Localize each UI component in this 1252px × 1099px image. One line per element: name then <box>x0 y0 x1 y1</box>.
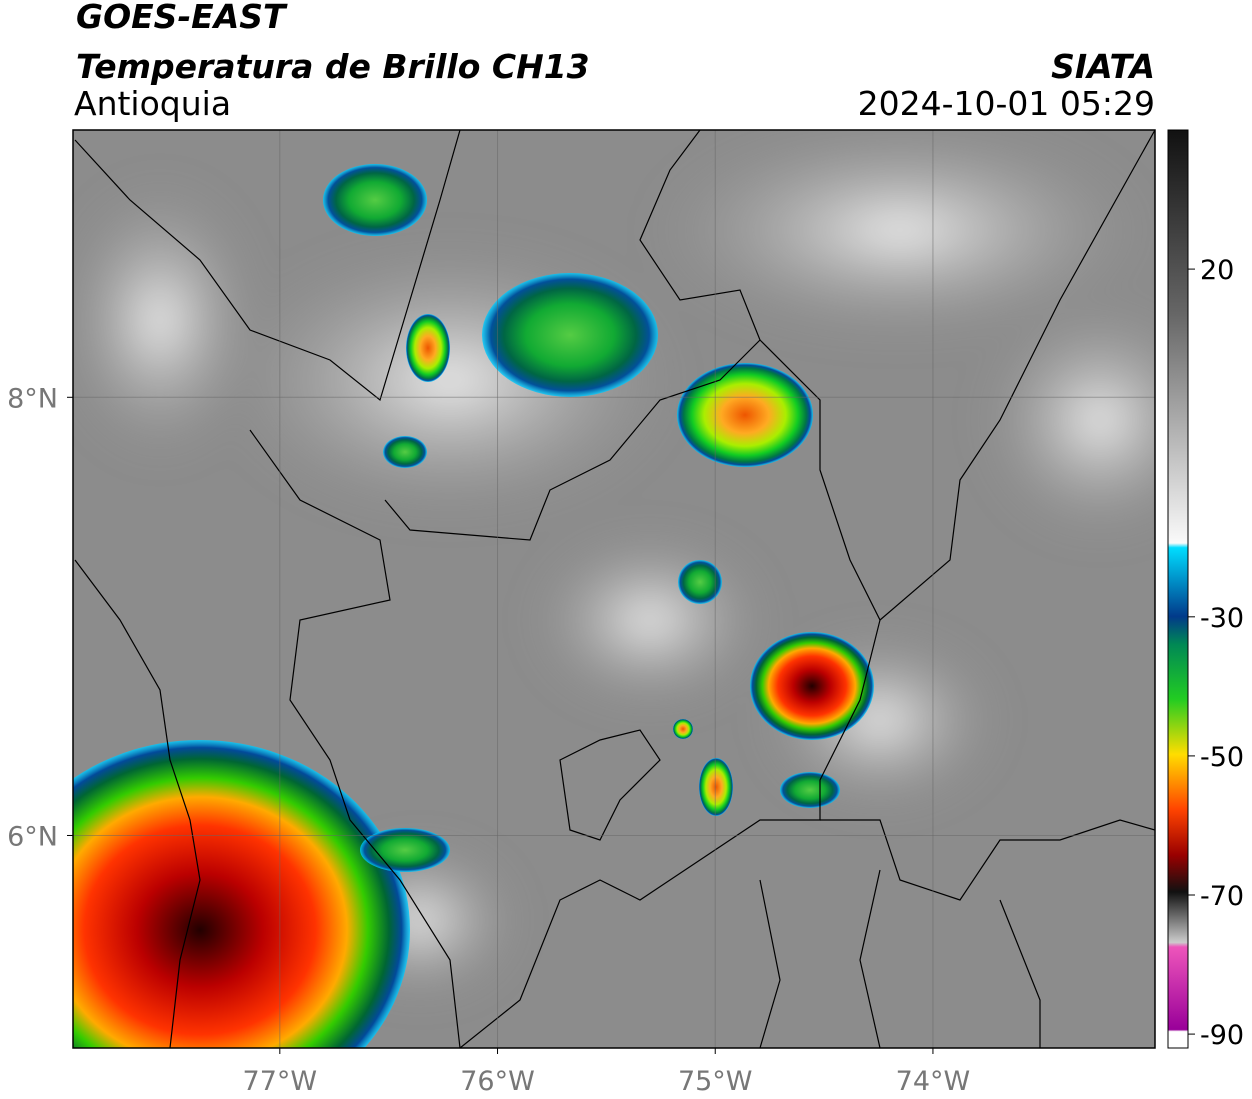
borders <box>74 130 1155 1048</box>
product: Temperatura de Brillo CH13 <box>76 47 590 86</box>
colorbar-tick-label: 20 <box>1200 255 1234 286</box>
agency: SIATA <box>1051 47 1155 86</box>
colorbar-tick-label: -50 <box>1200 742 1244 773</box>
storm-cell <box>406 314 450 382</box>
convective-cell <box>673 719 693 739</box>
storm-cell <box>677 363 813 467</box>
region: Antioquia <box>74 84 231 123</box>
map-frame <box>72 129 1156 1049</box>
lon-tick-label: 77°W <box>243 1066 318 1097</box>
colorbar-tick-label: -90 <box>1200 1020 1244 1051</box>
timestamp: 2024-10-01 05:29 <box>858 84 1155 123</box>
map-imagery <box>73 130 1155 1048</box>
lon-tick-label: 76°W <box>460 1066 535 1097</box>
satellite: GOES-EAST <box>76 0 288 36</box>
convective-cell <box>360 828 450 872</box>
lon-tick-label: 75°W <box>678 1066 753 1097</box>
lat-tick-label: 8°N <box>7 383 58 414</box>
lat-tick-label: 6°N <box>7 821 58 852</box>
colorbar-tick-label: -30 <box>1200 603 1244 634</box>
convective-cell <box>699 758 733 816</box>
convective-cell <box>678 560 722 604</box>
grid <box>73 130 1155 1048</box>
convective-cell <box>780 772 840 808</box>
storm-cell <box>750 632 874 740</box>
storm-system <box>73 740 410 1048</box>
convective-cell <box>383 436 427 468</box>
convective-cell <box>323 164 427 236</box>
colorbar <box>1167 129 1189 1049</box>
convective-cell <box>482 273 658 397</box>
lon-tick-label: 74°W <box>896 1066 971 1097</box>
colorbar-tick-label: -70 <box>1200 881 1244 912</box>
